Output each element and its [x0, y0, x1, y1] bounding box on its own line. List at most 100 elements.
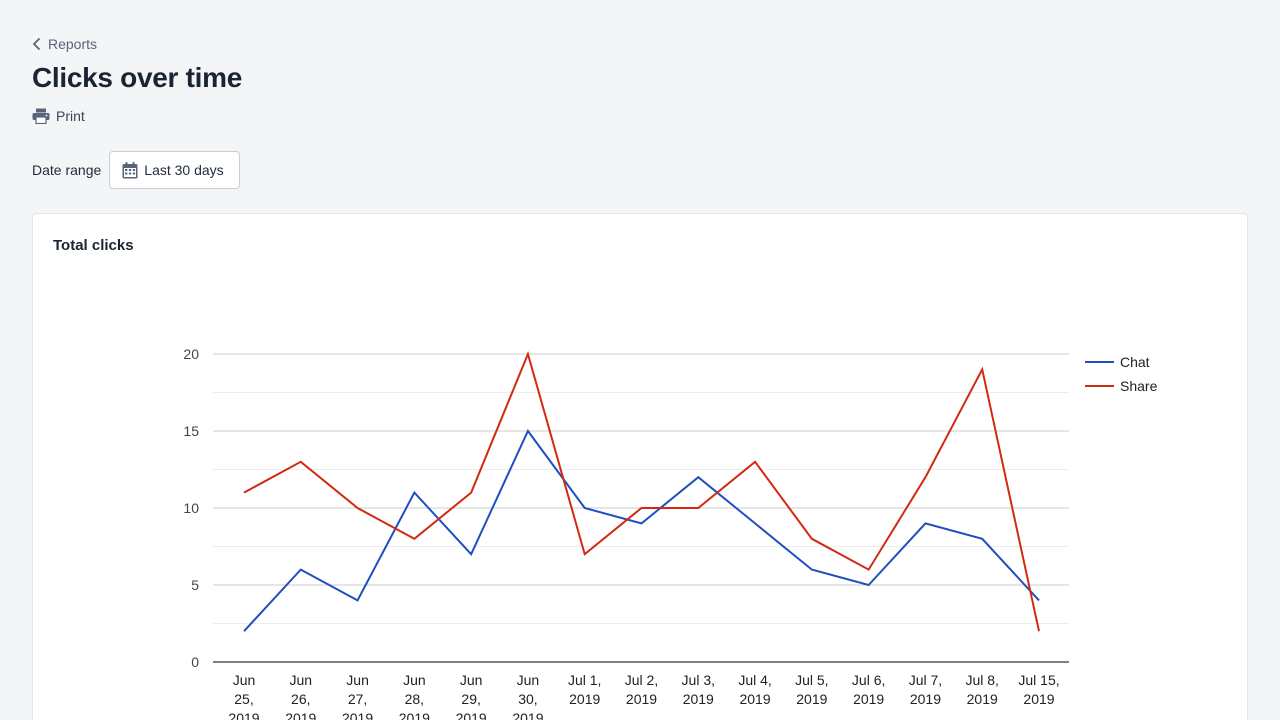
- data-point-share: [1037, 629, 1042, 634]
- data-point-chat: [525, 429, 530, 434]
- x-tick-label-line: 2019: [512, 710, 543, 720]
- x-tick-label-line: 2019: [228, 710, 259, 720]
- data-point-share: [639, 506, 644, 511]
- data-point-chat: [1037, 598, 1042, 603]
- y-tick-label: 0: [191, 654, 199, 670]
- date-range-filter: Date range Last 30 days: [32, 151, 240, 189]
- x-tick-label-line: Jul 3,: [682, 672, 715, 688]
- series-line-chat: [243, 429, 1040, 632]
- y-tick-label: 10: [183, 500, 199, 516]
- breadcrumb[interactable]: Reports: [32, 36, 97, 52]
- legend-label-share: Share: [1120, 378, 1158, 394]
- x-tick-label-line: 2019: [796, 691, 827, 707]
- x-tick-label: Jul 2, 2019: [625, 672, 658, 707]
- data-point-share: [412, 536, 417, 541]
- breadcrumb-label: Reports: [48, 36, 98, 52]
- x-tick-label-line: Jun: [460, 672, 483, 688]
- x-tick-label-line: Jul 1,: [568, 672, 601, 688]
- x-tick-label-line: 30,: [518, 691, 537, 707]
- data-point-chat: [412, 490, 417, 495]
- x-tick-label-line: Jul 7,: [909, 672, 942, 688]
- data-point-chat: [242, 629, 247, 634]
- x-tick-label-line: Jun: [233, 672, 256, 688]
- x-tick-label-line: 29,: [461, 691, 480, 707]
- data-point-share: [582, 552, 587, 557]
- date-range-value: Last 30 days: [144, 162, 224, 178]
- x-tick-label-line: 2019: [910, 691, 941, 707]
- data-point-chat: [696, 475, 701, 480]
- data-point-share: [696, 506, 701, 511]
- x-tick-label: Jun 27, 2019: [342, 672, 373, 720]
- x-tick-label: Jul 5, 2019: [795, 672, 828, 707]
- legend-label-chat: Chat: [1120, 354, 1150, 370]
- chevron-left-icon: [33, 38, 40, 50]
- x-tick-label: Jun 29, 2019: [456, 672, 487, 720]
- x-tick-label: Jul 8, 2019: [965, 672, 998, 707]
- x-tick-label-line: 27,: [348, 691, 367, 707]
- x-tick-label-line: Jul 8,: [965, 672, 998, 688]
- x-tick-label-line: 2019: [342, 710, 373, 720]
- x-tick-label-line: 2019: [853, 691, 884, 707]
- data-point-chat: [923, 521, 928, 526]
- x-tick-label-line: Jun: [403, 672, 426, 688]
- x-tick-label-line: 2019: [739, 691, 770, 707]
- data-point-share: [355, 506, 360, 511]
- x-tick-label-line: 2019: [1023, 691, 1054, 707]
- x-tick-label-line: Jul 5,: [795, 672, 828, 688]
- data-point-share: [242, 490, 247, 495]
- data-point-share: [980, 367, 985, 372]
- total-clicks-card: Total clicks 0 5 10 15 20 Jun 25, 2019 Jun 26, 201…: [32, 213, 1248, 720]
- x-tick-label: Jul 7, 2019: [909, 672, 942, 707]
- x-tick-label-line: Jul 4,: [738, 672, 771, 688]
- data-point-share: [753, 459, 758, 464]
- data-point-chat: [298, 567, 303, 572]
- x-tick-label: Jun 25, 2019: [228, 672, 259, 720]
- x-tick-label-line: Jul 6,: [852, 672, 885, 688]
- x-tick-label: Jul 1, 2019: [568, 672, 601, 707]
- data-point-share: [525, 352, 530, 357]
- card-title: Total clicks: [53, 237, 134, 254]
- x-tick-label-line: Jun: [517, 672, 540, 688]
- series-line-share: [243, 350, 1040, 632]
- x-tick-label: Jun 28, 2019: [399, 672, 430, 720]
- x-tick-label-line: 2019: [626, 691, 657, 707]
- x-tick-label: Jul 15, 2019: [1018, 672, 1059, 707]
- data-point-chat: [355, 598, 360, 603]
- x-tick-label-line: 25,: [234, 691, 253, 707]
- x-tick-label-line: Jul 15,: [1018, 672, 1059, 688]
- data-point-share: [298, 459, 303, 464]
- data-point-share: [809, 536, 814, 541]
- x-tick-label: Jul 3, 2019: [682, 672, 715, 707]
- data-point-share: [866, 567, 871, 572]
- data-point-chat: [866, 583, 871, 588]
- x-tick-label: Jun 26, 2019: [285, 672, 316, 720]
- y-tick-label: 20: [183, 346, 199, 362]
- data-point-chat: [753, 521, 758, 526]
- x-tick-label-line: Jun: [289, 672, 312, 688]
- x-tick-label: Jul 6, 2019: [852, 672, 885, 707]
- print-button[interactable]: Print: [32, 108, 85, 124]
- x-tick-label-line: Jun: [346, 672, 369, 688]
- page-title: Clicks over time: [32, 62, 242, 93]
- x-tick-label-line: 26,: [291, 691, 310, 707]
- data-point-chat: [469, 552, 474, 557]
- x-tick-label-line: 2019: [967, 691, 998, 707]
- date-range-button[interactable]: Last 30 days: [109, 151, 240, 189]
- print-label: Print: [56, 108, 85, 124]
- x-tick-label-line: 2019: [285, 710, 316, 720]
- data-point-chat: [582, 506, 587, 511]
- x-tick-label-line: 2019: [683, 691, 714, 707]
- data-point-share: [469, 490, 474, 495]
- data-point-chat: [809, 567, 814, 572]
- x-tick-label-line: 2019: [399, 710, 430, 720]
- x-tick-label-line: Jul 2,: [625, 672, 658, 688]
- y-tick-label: 15: [183, 423, 199, 439]
- calendar-icon: [122, 161, 138, 178]
- y-tick-label: 5: [191, 577, 199, 593]
- data-point-chat: [639, 521, 644, 526]
- x-tick-label: Jul 4, 2019: [738, 672, 771, 707]
- data-point-chat: [980, 536, 985, 541]
- x-tick-label-line: 2019: [456, 710, 487, 720]
- x-tick-label-line: 2019: [569, 691, 600, 707]
